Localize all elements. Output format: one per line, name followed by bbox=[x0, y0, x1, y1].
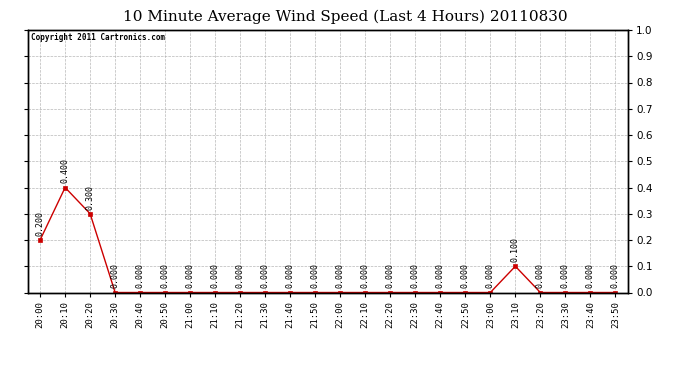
Text: 0.000: 0.000 bbox=[210, 263, 219, 288]
Text: 0.000: 0.000 bbox=[561, 263, 570, 288]
Text: 0.000: 0.000 bbox=[236, 263, 245, 288]
Text: 0.000: 0.000 bbox=[486, 263, 495, 288]
Text: 10 Minute Average Wind Speed (Last 4 Hours) 20110830: 10 Minute Average Wind Speed (Last 4 Hou… bbox=[123, 9, 567, 24]
Text: 0.000: 0.000 bbox=[110, 263, 119, 288]
Text: 0.000: 0.000 bbox=[611, 263, 620, 288]
Text: 0.400: 0.400 bbox=[61, 158, 70, 183]
Text: 0.300: 0.300 bbox=[86, 184, 95, 210]
Text: 0.000: 0.000 bbox=[336, 263, 345, 288]
Text: 0.000: 0.000 bbox=[436, 263, 445, 288]
Text: 0.000: 0.000 bbox=[186, 263, 195, 288]
Text: 0.000: 0.000 bbox=[361, 263, 370, 288]
Text: 0.000: 0.000 bbox=[310, 263, 319, 288]
Text: Copyright 2011 Cartronics.com: Copyright 2011 Cartronics.com bbox=[30, 33, 165, 42]
Text: 0.000: 0.000 bbox=[461, 263, 470, 288]
Text: 0.000: 0.000 bbox=[386, 263, 395, 288]
Text: 0.000: 0.000 bbox=[161, 263, 170, 288]
Text: 0.200: 0.200 bbox=[36, 211, 45, 236]
Text: 0.000: 0.000 bbox=[261, 263, 270, 288]
Text: 0.000: 0.000 bbox=[286, 263, 295, 288]
Text: 0.000: 0.000 bbox=[136, 263, 145, 288]
Text: 0.000: 0.000 bbox=[536, 263, 545, 288]
Text: 0.000: 0.000 bbox=[411, 263, 420, 288]
Text: 0.000: 0.000 bbox=[586, 263, 595, 288]
Text: 0.100: 0.100 bbox=[511, 237, 520, 262]
